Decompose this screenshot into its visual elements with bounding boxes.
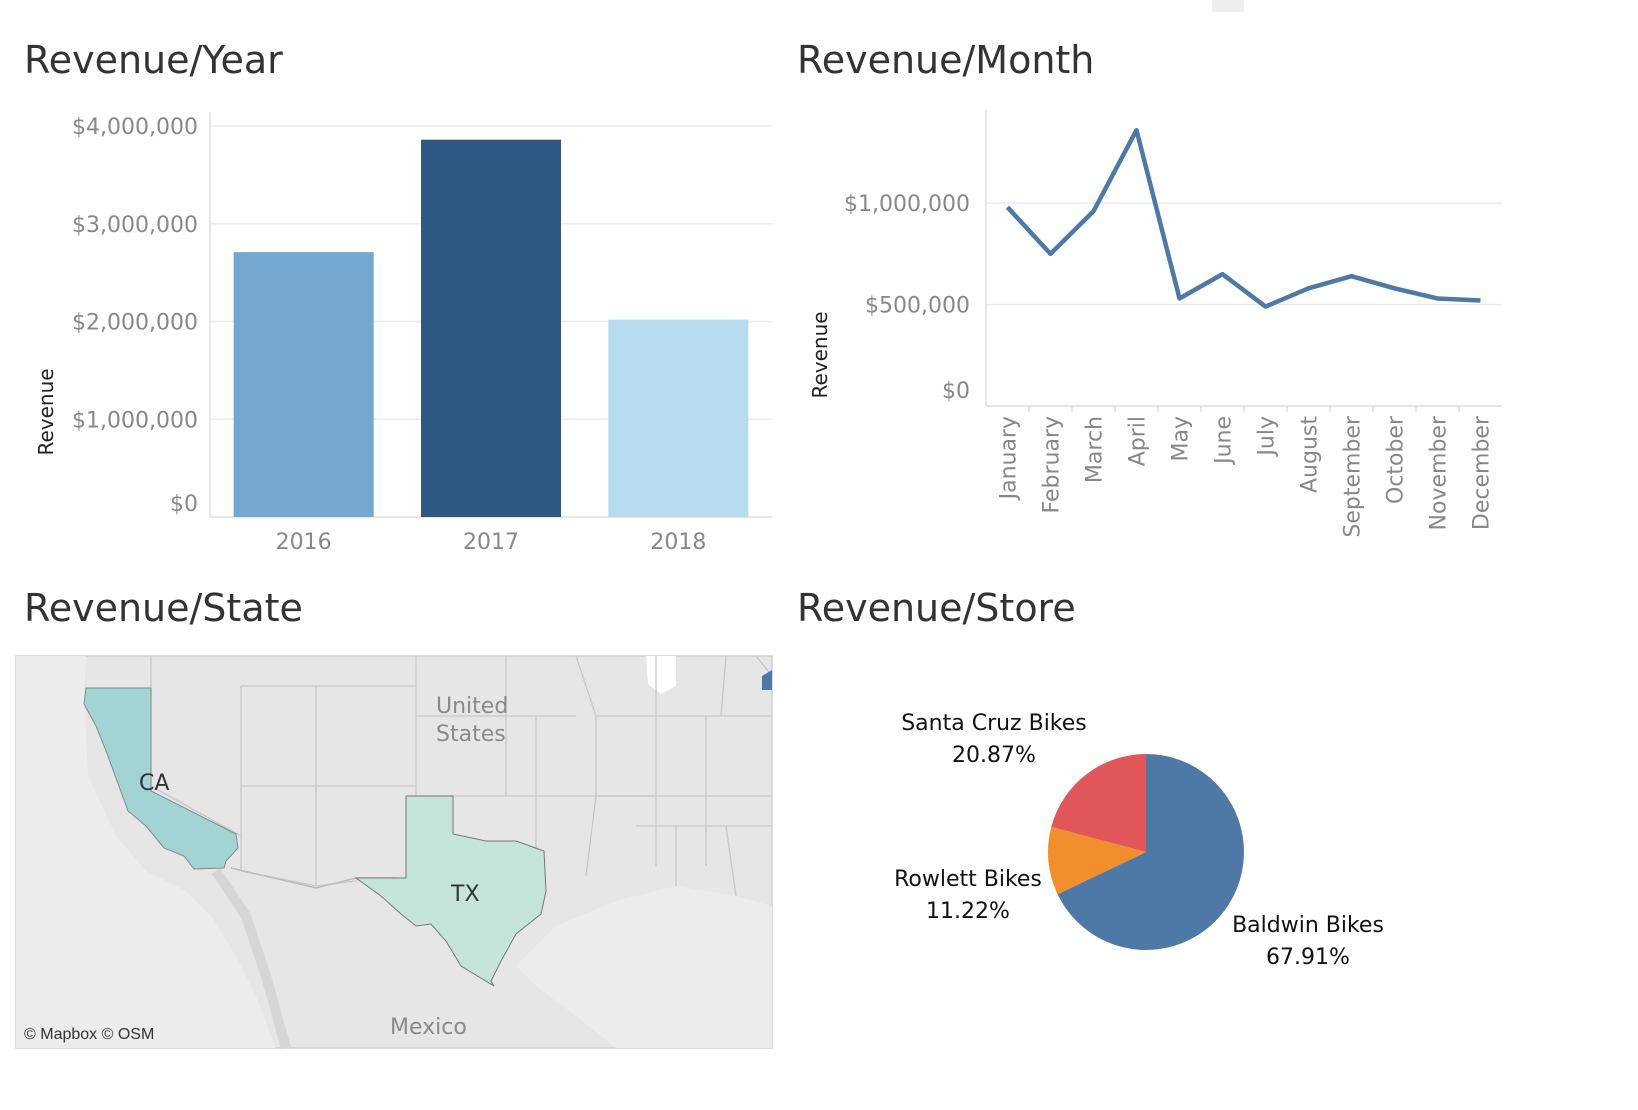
- state-label-tx: TX: [450, 882, 480, 907]
- bar-y-tick-label: $2,000,000: [72, 311, 198, 336]
- pie-label-name: Santa Cruz Bikes: [901, 711, 1087, 736]
- line-x-tick-label: September: [1341, 415, 1366, 538]
- line-x-tick-label: May: [1169, 416, 1194, 461]
- revenue-store-title: Revenue/Store: [797, 586, 1076, 630]
- line-y-tick-label: $0: [942, 379, 970, 404]
- bar-y-tick-label: $4,000,000: [72, 115, 198, 140]
- line-x-tick-label: April: [1126, 416, 1151, 466]
- line-x-tick-label: October: [1384, 415, 1409, 504]
- bar-2017[interactable]: [421, 139, 561, 517]
- bar-x-tick-label: 2017: [463, 530, 519, 555]
- state-tx-shape[interactable]: [354, 795, 547, 987]
- state-ca-shape[interactable]: [83, 687, 239, 870]
- pie-label-pct: 11.22%: [926, 899, 1010, 924]
- bar-2018[interactable]: [608, 319, 749, 517]
- pie-slice-santa-cruz-bikes[interactable]: [1051, 754, 1146, 852]
- line-x-tick-label: July: [1255, 416, 1280, 458]
- line-x-tick-label: March: [1083, 416, 1108, 483]
- line-y-tick-label: $1,000,000: [844, 192, 970, 217]
- baja-peninsula: [211, 868, 291, 1050]
- revenue-line[interactable]: [1005, 127, 1481, 309]
- revenue-month-title: Revenue/Month: [797, 38, 1095, 82]
- toolbar-stub[interactable]: [1212, 0, 1244, 12]
- bar-y-tick-label: $0: [170, 492, 198, 517]
- revenue-state-map[interactable]: CA TX United States Mexico © Mapbox © OS…: [15, 655, 773, 1050]
- country-label-us-line2: States: [436, 722, 506, 747]
- state-label-ca: CA: [139, 771, 169, 796]
- pie-label-pct: 67.91%: [1266, 945, 1350, 970]
- line-x-tick-label: August: [1298, 416, 1323, 493]
- revenue-year-bar-chart: $0 $1,000,000 $2,000,000 $3,000,000 $4,000,0…: [34, 112, 772, 555]
- pie-slice-rowlett-bikes[interactable]: [1048, 826, 1146, 895]
- state-patch-east: [762, 670, 772, 690]
- revenue-month-line-chart: $0 $500,000 $1,000,000 January February Marc…: [808, 110, 1502, 538]
- revenue-store-pie-chart: Baldwin Bikes 67.91% Rowlett Bikes 11.22% Sa…: [894, 711, 1384, 970]
- pie-label-name: Rowlett Bikes: [894, 867, 1042, 892]
- revenue-state-title: Revenue/State: [24, 586, 303, 630]
- line-x-tick-label: January: [997, 416, 1022, 501]
- ocean-area: [16, 656, 276, 1048]
- line-x-tick-label: February: [1040, 416, 1065, 514]
- country-label-mexico: Mexico: [390, 1015, 467, 1040]
- line-x-tick-label: November: [1427, 415, 1452, 530]
- country-label-us-line1: United: [436, 694, 508, 719]
- revenue-year-title: Revenue/Year: [24, 38, 283, 82]
- pie-slice-baldwin-bikes[interactable]: [1057, 754, 1244, 950]
- bar-y-axis-label: Revenue: [34, 368, 58, 455]
- bar-2016[interactable]: [233, 252, 374, 517]
- line-y-tick-label: $500,000: [865, 294, 970, 319]
- pie-label-name: Baldwin Bikes: [1232, 913, 1384, 938]
- pie-label-pct: 20.87%: [952, 743, 1036, 768]
- bar-y-tick-label: $3,000,000: [72, 213, 198, 238]
- line-y-axis-label: Revenue: [808, 311, 832, 398]
- bar-x-tick-label: 2016: [276, 530, 332, 555]
- map-credit[interactable]: © Mapbox © OSM: [24, 1026, 154, 1043]
- lake-area: [646, 656, 676, 694]
- line-x-tick-label: December: [1470, 415, 1495, 530]
- line-x-tick-label: June: [1212, 416, 1237, 466]
- gulf-area: [516, 886, 772, 1048]
- bar-y-tick-label: $1,000,000: [72, 408, 198, 433]
- bar-x-tick-label: 2018: [650, 530, 706, 555]
